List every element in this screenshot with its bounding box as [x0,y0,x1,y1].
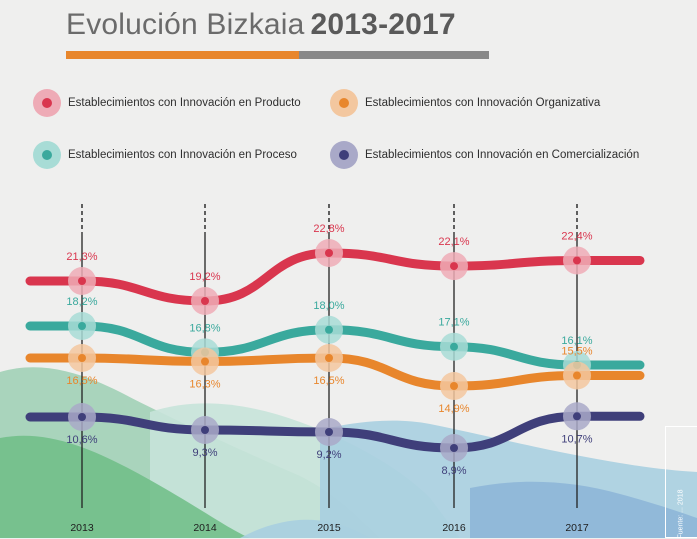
data-point [78,322,86,330]
series-group: 10,6% 9,3% 9,2% 8,9% 10,7% [25,402,645,477]
water-shape [470,481,697,538]
title-underline-accent [66,51,299,59]
data-label: 10,7% [561,433,592,445]
data-point [78,354,86,362]
data-point [325,354,333,362]
data-label: 17,1% [438,317,469,329]
legend-item: Establecimientos con Innovación en Comer… [330,141,639,169]
x-tick-label: 2014 [193,522,217,534]
data-label: 9,2% [316,449,341,461]
x-tick-label: 2016 [442,522,466,534]
data-point [450,444,458,452]
legend-label: Establecimientos con Innovación en Proce… [68,149,297,161]
series-group: 18,2% 16,8% 18,0% 17,1% 16,1% [25,296,645,379]
series-group: 16,5% 16,3% 16,5% 14,9% 15,5% [25,344,645,415]
title-light: Evolución Bizkaia [66,8,305,41]
legend-item: Establecimientos con Innovación en Produ… [33,89,301,117]
data-point [201,357,209,366]
chart-title-block: Evolución Bizkaia 2013-2017 [66,8,456,42]
data-label: 15,5% [561,346,592,358]
legend-marker-icon [330,89,358,117]
data-label: 10,6% [66,434,97,446]
data-label: 16,1% [561,335,592,347]
data-label: 16,5% [66,375,97,387]
data-label: 22,8% [313,223,344,235]
water-shape [240,519,370,538]
title-years: 2013-2017 [310,8,456,41]
title-underline-rest [299,51,489,59]
data-point [573,256,581,265]
legend-marker-icon [33,89,61,117]
source-note: Fuente: ... 2018 [677,489,685,539]
data-point [450,342,458,351]
title-underline [66,51,489,59]
x-tick-label: 2015 [317,522,341,534]
background-landscape [0,367,697,538]
data-label: 22,4% [561,230,592,242]
data-point [450,382,458,390]
data-label: 8,9% [441,465,466,477]
data-point [325,428,333,436]
data-label: 14,9% [438,403,469,415]
legend-label: Establecimientos con Innovación en Produ… [68,97,301,109]
data-point [573,371,581,380]
legend-label: Establecimientos con Innovación en Comer… [365,149,640,161]
data-point [201,297,209,305]
data-point [450,262,458,271]
legend-item: Establecimientos con Innovación Organiza… [330,89,600,117]
data-label: 21,3% [66,251,97,263]
legend-item: Establecimientos con Innovación en Proce… [33,141,297,169]
data-label: 19,2% [189,271,220,283]
data-point [78,277,86,285]
chart-title: Evolución Bizkaia 2013-2017 [66,8,456,42]
legend-marker-icon [330,141,358,169]
data-label: 18,0% [313,300,344,312]
data-label: 16,8% [189,322,220,334]
data-point [201,426,209,434]
legend-label: Establecimientos con Innovación Organiza… [365,97,601,109]
hill-shape [0,435,250,538]
data-label: 16,5% [313,375,344,387]
series-group: 21,3% 19,2% 22,8% 22,1% 22,4% [25,223,645,315]
data-point [78,413,86,421]
data-label: 22,1% [438,236,469,248]
x-tick-label: 2017 [565,522,589,534]
data-point [325,325,333,334]
data-label: 9,3% [192,447,217,459]
x-tick-label: 2013 [70,522,94,534]
legend-marker-icon [33,141,61,169]
data-point [573,412,581,421]
data-label: 16,3% [189,379,220,391]
data-point [325,249,333,257]
data-label: 18,2% [66,296,97,308]
